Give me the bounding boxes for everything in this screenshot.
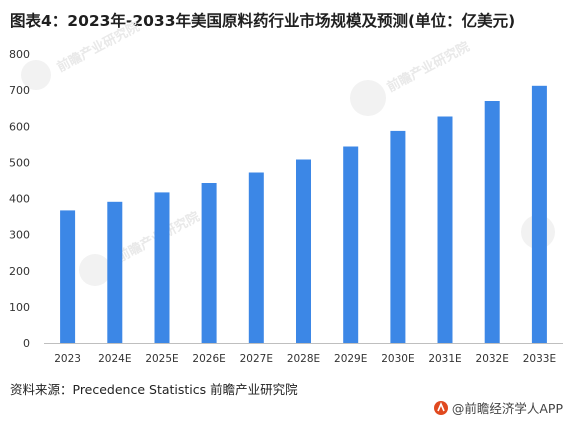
watermark-text: 前瞻产业研究院	[54, 19, 142, 76]
x-tick-label: 2027E	[240, 353, 273, 365]
x-tick-label: 2024E	[98, 353, 131, 365]
y-tick-label: 300	[9, 229, 30, 242]
y-tick-label: 600	[9, 120, 30, 133]
bar	[343, 146, 359, 343]
watermark-text: 前瞻产业研究院	[384, 39, 472, 96]
x-tick-label: 2025E	[145, 353, 178, 365]
y-tick-label: 0	[23, 337, 30, 350]
y-tick-label: 400	[9, 193, 30, 206]
chart-title: 图表4：2023年-2033年美国原料药行业市场规模及预测(单位：亿美元)	[10, 12, 516, 30]
bar	[484, 101, 500, 343]
y-tick-label: 200	[9, 265, 30, 278]
x-axis: 2023 2024E 2025E 2026E 2027E 2028E 2029E 2030E 2…	[54, 353, 556, 365]
y-tick-label: 800	[9, 48, 30, 61]
x-tick-label: 2030E	[381, 353, 414, 365]
bar	[154, 192, 170, 343]
bar	[60, 210, 76, 343]
y-tick-label: 100	[9, 301, 30, 314]
source-note: 资料来源：Precedence Statistics 前瞻产业研究院	[10, 382, 298, 397]
brand-label: @前瞻经济学人APP	[451, 401, 563, 416]
x-tick-label: 2032E	[476, 353, 509, 365]
y-tick-label: 500	[9, 156, 30, 169]
bar	[201, 183, 217, 343]
bar	[107, 201, 123, 343]
qianzhan-logo-icon	[433, 400, 448, 415]
y-tick-label: 700	[9, 84, 30, 97]
brand-footer: @前瞻经济学人APP	[433, 398, 563, 417]
bar	[531, 85, 547, 344]
x-tick-label: 2033E	[523, 353, 556, 365]
bar	[390, 130, 406, 343]
bar	[437, 116, 453, 343]
bar	[248, 172, 264, 343]
x-tick-label: 2023	[54, 353, 81, 365]
x-tick-label: 2028E	[287, 353, 320, 365]
y-axis: 0 100 200 300 400 500 600 700 800	[9, 48, 30, 350]
bar	[296, 159, 311, 343]
watermark-layer: 前瞻产业研究院 前瞻产业研究院 前瞻产业研究院	[21, 19, 555, 286]
bar-series	[60, 85, 547, 344]
watermark-icon	[21, 60, 555, 286]
x-tick-label: 2026E	[192, 353, 225, 365]
x-tick-label: 2029E	[334, 353, 367, 365]
x-tick-label: 2031E	[428, 353, 461, 365]
